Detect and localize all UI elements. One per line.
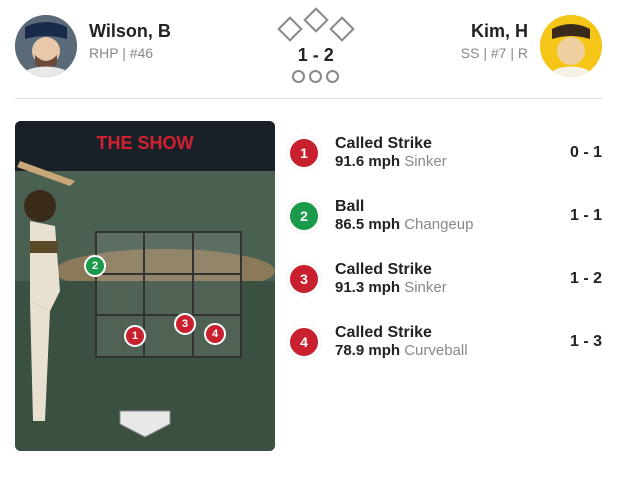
pitch-number-badge: 2 — [287, 199, 321, 233]
pitch-number-badge: 1 — [287, 136, 321, 170]
pitch-count: 0 - 1 — [570, 144, 602, 162]
pitch-row-3[interactable]: 3 Called Strike91.3 mph Sinker 1 - 2 — [287, 247, 602, 310]
bases-diamonds — [278, 17, 354, 41]
pitch-detail: 78.9 mph Curveball — [335, 342, 556, 359]
out-dot-2 — [309, 70, 322, 83]
pitch-count: 1 - 3 — [570, 333, 602, 351]
out-dot-1 — [292, 70, 305, 83]
pitch-detail: 86.5 mph Changeup — [335, 216, 556, 233]
home-plate-icon — [115, 409, 175, 439]
pitch-text: Called Strike78.9 mph Curveball — [335, 324, 556, 359]
pitcher-name[interactable]: Wilson, B — [89, 21, 171, 42]
pitch-count: 1 - 2 — [570, 270, 602, 288]
strike-zone-panel[interactable]: THE SHOW 1 2 34 — [15, 121, 275, 451]
count-status: 1 - 2 — [278, 15, 354, 83]
pitch-row-2[interactable]: 2 Ball86.5 mph Changeup 1 - 1 — [287, 184, 602, 247]
matchup-header: Wilson, B RHP | #46 1 - 2 — [15, 15, 602, 99]
pitch-text: Called Strike91.3 mph Sinker — [335, 261, 556, 296]
pitch-count: 1 - 1 — [570, 207, 602, 225]
pitch-result: Called Strike — [335, 324, 556, 342]
pitch-marker-2[interactable]: 2 — [84, 255, 106, 277]
pitcher-block: Wilson, B RHP | #46 — [15, 15, 171, 77]
main-content: THE SHOW 1234 1Called Strike91.6 mph Sin… — [15, 121, 602, 451]
base-1 — [329, 16, 354, 41]
out-dot-3 — [326, 70, 339, 83]
pitch-number-badge: 3 — [287, 262, 321, 296]
pitch-marker-3[interactable]: 3 — [174, 313, 196, 335]
batter-silhouette — [15, 151, 85, 451]
pitch-row-1[interactable]: 1 Called Strike91.6 mph Sinker 0 - 1 — [287, 121, 602, 184]
batter-avatar[interactable] — [540, 15, 602, 77]
pitch-row-4[interactable]: 4 Called Strike78.9 mph Curveball 1 - 3 — [287, 310, 602, 373]
pitch-marker-1[interactable]: 1 — [124, 325, 146, 347]
batter-name[interactable]: Kim, H — [461, 21, 528, 42]
pitch-detail: 91.3 mph Sinker — [335, 279, 556, 296]
count-display: 1 - 2 — [278, 45, 354, 66]
pitcher-meta: RHP | #46 — [89, 45, 171, 61]
the-show-logo: THE SHOW — [97, 133, 194, 154]
pitcher-avatar[interactable] — [15, 15, 77, 77]
base-3 — [277, 16, 302, 41]
pitch-marker-4[interactable]: 4 — [204, 323, 226, 345]
pitch-text: Ball86.5 mph Changeup — [335, 198, 556, 233]
pitch-number-badge: 4 — [287, 325, 321, 359]
outs-display — [278, 70, 354, 83]
pitch-result: Called Strike — [335, 135, 556, 153]
pitch-result: Called Strike — [335, 261, 556, 279]
batter-block: Kim, H SS | #7 | R — [461, 15, 602, 77]
pitch-detail: 91.6 mph Sinker — [335, 153, 556, 170]
pitch-list: 1Called Strike91.6 mph Sinker0 - 12Ball8… — [287, 121, 602, 451]
pitch-text: Called Strike91.6 mph Sinker — [335, 135, 556, 170]
base-2 — [303, 7, 328, 32]
batter-meta: SS | #7 | R — [461, 45, 528, 61]
pitch-result: Ball — [335, 198, 556, 216]
